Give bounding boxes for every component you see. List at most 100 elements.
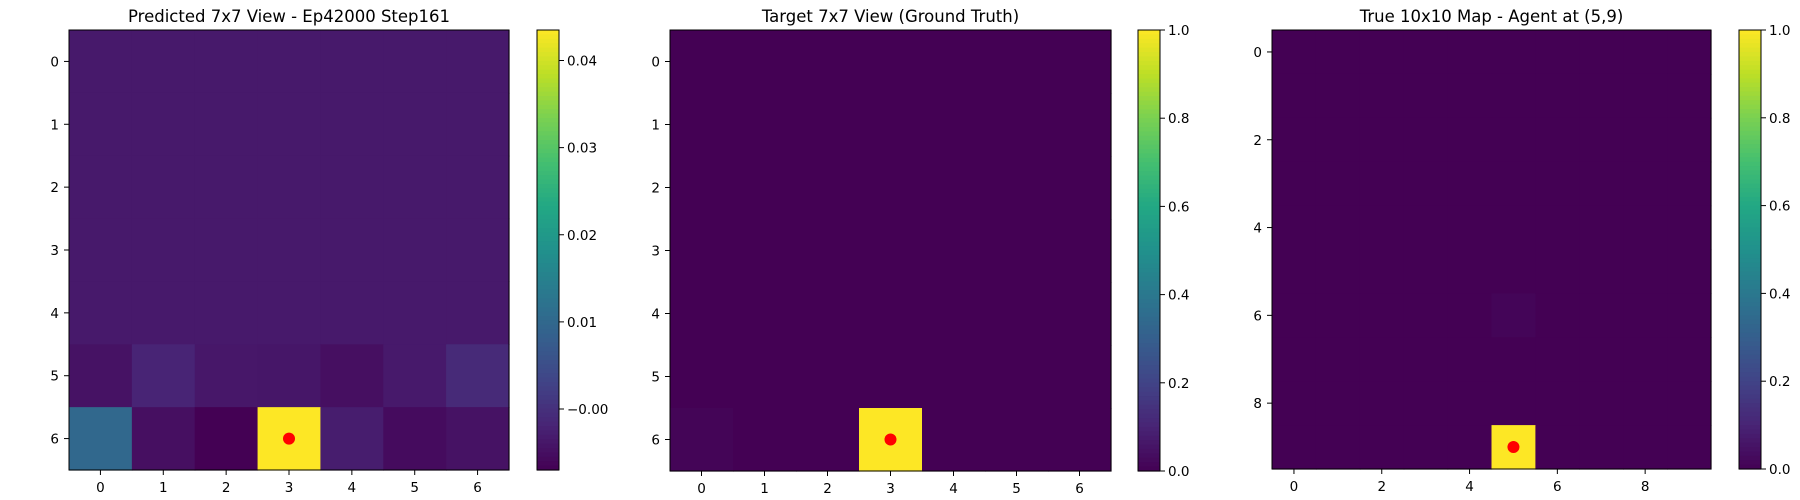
colorbar-tick-label: 1.0	[1769, 23, 1790, 39]
colorbar-segment	[537, 34, 559, 40]
colorbar-segment	[537, 294, 559, 299]
colorbar-segment	[537, 426, 559, 431]
colorbar-segment	[1138, 422, 1160, 428]
heatmap-cell	[1315, 425, 1361, 470]
colorbar-segment	[1138, 179, 1160, 185]
x-tick-label: 4	[348, 480, 357, 496]
colorbar-segment	[1138, 153, 1160, 159]
heatmap-cell	[859, 30, 923, 94]
colorbar-segment	[537, 461, 559, 467]
colorbar-segment	[1138, 224, 1160, 230]
colorbar-segment	[1739, 293, 1761, 299]
colorbar-segment	[1138, 157, 1160, 163]
heatmap-cell	[985, 282, 1049, 346]
colorbar-segment	[1739, 157, 1761, 163]
colorbar-segment	[1138, 426, 1160, 432]
heatmap-cell	[257, 281, 322, 345]
heatmap-cell	[1447, 30, 1493, 75]
colorbar-segment	[1138, 228, 1160, 234]
colorbar-segment	[1739, 425, 1761, 431]
colorbar-segment	[1138, 440, 1160, 446]
colorbar-segment	[537, 144, 559, 150]
heatmap-cell	[1623, 205, 1668, 251]
colorbar-segment	[537, 65, 559, 71]
heatmap-cell	[1048, 93, 1112, 157]
colorbar-segment	[1138, 175, 1160, 181]
colorbar-segment	[1138, 82, 1160, 88]
heatmap-cell	[1667, 30, 1712, 75]
colorbar-segment	[1138, 144, 1160, 150]
colorbar-segment	[1138, 104, 1160, 110]
colorbar-segment	[1739, 267, 1761, 273]
heatmap-cell	[194, 30, 259, 94]
heatmap-cell	[257, 92, 322, 157]
colorbar-segment	[1138, 87, 1160, 93]
colorbar-segment	[537, 30, 559, 35]
colorbar-frame	[536, 29, 560, 471]
colorbar-segment	[1138, 65, 1160, 71]
heatmap-cell	[446, 407, 510, 471]
colorbar-segment	[1138, 369, 1160, 375]
colorbar-segment	[1739, 271, 1761, 277]
colorbar-segment	[537, 412, 559, 418]
y-tick-label: 2	[50, 180, 59, 196]
colorbar-segment	[1138, 418, 1160, 424]
heatmap-cell	[1447, 161, 1493, 207]
colorbar-segment	[1138, 96, 1160, 102]
heatmap-cell	[733, 282, 797, 346]
colorbar-segment	[1739, 341, 1761, 347]
colorbar-segment	[1138, 52, 1160, 58]
colorbar-segment	[537, 390, 559, 396]
heatmap-cell	[1535, 73, 1580, 119]
colorbar-segment	[1739, 420, 1761, 426]
colorbar-tick-label: 0.04	[567, 53, 597, 69]
heatmap-cell	[1272, 73, 1317, 119]
y-tick-label: 4	[1253, 221, 1262, 237]
heatmap-cell	[446, 92, 510, 157]
panel-target-view: Target 7x7 View (Ground Truth) 0 1 2 3 4 5 6 0 1…	[651, 7, 1189, 497]
colorbar-segment	[1138, 113, 1160, 119]
heatmap-cell	[1359, 425, 1405, 470]
colorbar-segment	[537, 69, 559, 75]
colorbar-segment	[537, 386, 559, 392]
colorbar-segment	[1739, 455, 1761, 461]
colorbar-segment	[1739, 87, 1761, 93]
y-tick-label: 3	[651, 244, 660, 260]
heatmap-cell	[320, 407, 384, 471]
heatmap-cell	[1315, 381, 1361, 426]
colorbar-segment	[537, 254, 559, 260]
heatmap-cell	[383, 407, 447, 471]
colorbar-segment	[537, 126, 559, 132]
heatmap-cell	[1535, 117, 1580, 163]
x-tick-label: 1	[159, 480, 168, 496]
colorbar-segment	[1138, 356, 1160, 362]
y-tick-label: 8	[1253, 396, 1262, 412]
colorbar-segment	[537, 430, 559, 436]
colorbar-segment	[1138, 30, 1160, 36]
heatmap-cell	[733, 408, 797, 472]
heatmap-cell	[1667, 161, 1712, 207]
colorbar-segment	[1739, 144, 1761, 150]
colorbar-segment	[1138, 290, 1160, 296]
colorbar-segment	[1138, 448, 1160, 454]
heatmap-cell	[1623, 117, 1668, 163]
heatmap-cell	[69, 218, 133, 283]
colorbar-segment	[537, 298, 559, 304]
heatmap-cell	[320, 155, 384, 220]
colorbar-segment	[537, 360, 559, 365]
colorbar-segment	[537, 175, 559, 181]
heatmap-cell	[1403, 117, 1449, 163]
colorbar-segment	[537, 56, 559, 62]
heatmap-cell	[985, 30, 1049, 94]
heatmap-cell	[1447, 337, 1493, 382]
panel-predicted-view: Predicted 7x7 View - Ep42000 Step161 0 1 2…	[50, 7, 608, 496]
colorbar-segment	[1138, 268, 1160, 274]
colorbar-segment	[537, 122, 559, 128]
colorbar-segment	[1739, 188, 1761, 194]
colorbar-segment	[1138, 149, 1160, 155]
heatmap-cell	[1315, 161, 1361, 207]
colorbar-segment	[537, 210, 559, 216]
colorbar-segment	[537, 47, 559, 53]
colorbar-segment	[1739, 179, 1761, 185]
